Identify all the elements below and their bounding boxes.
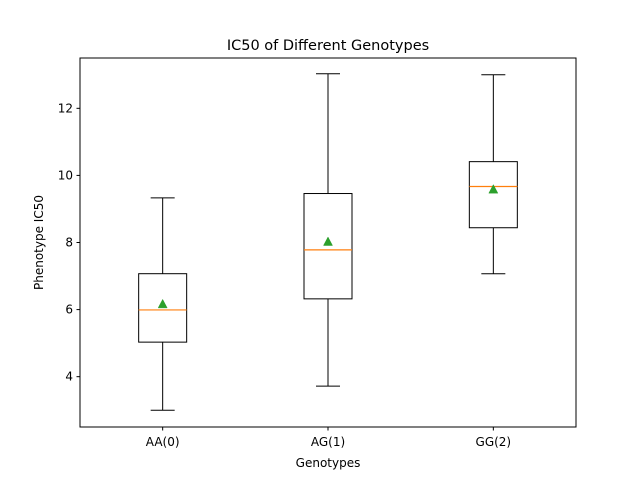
y-tick-label: 10 — [58, 168, 73, 182]
mean-marker — [157, 298, 168, 309]
chart-title: IC50 of Different Genotypes — [227, 38, 429, 54]
y-tick-label: 8 — [65, 236, 73, 250]
mean-marker — [323, 236, 333, 246]
axes-frame — [79, 57, 577, 428]
y-tick-label: 12 — [58, 101, 73, 115]
y-tick-label: 4 — [65, 370, 73, 384]
x-axis-label: Genotypes — [296, 456, 361, 470]
x-tick-label: GG(2) — [476, 435, 512, 449]
box-iqr — [138, 273, 188, 343]
y-tick-label: 6 — [65, 303, 73, 317]
y-axis-label: Phenotype IC50 — [32, 195, 46, 290]
x-tick-label: AA(0) — [146, 435, 180, 449]
mean-marker — [488, 184, 499, 194]
box-iqr — [303, 193, 353, 300]
plot-area: 4 6 8 10 12 AA(0) AG(1) GG(2) — [58, 73, 518, 449]
x-tick-label: AG(1) — [311, 435, 345, 449]
box-iqr — [468, 161, 518, 229]
